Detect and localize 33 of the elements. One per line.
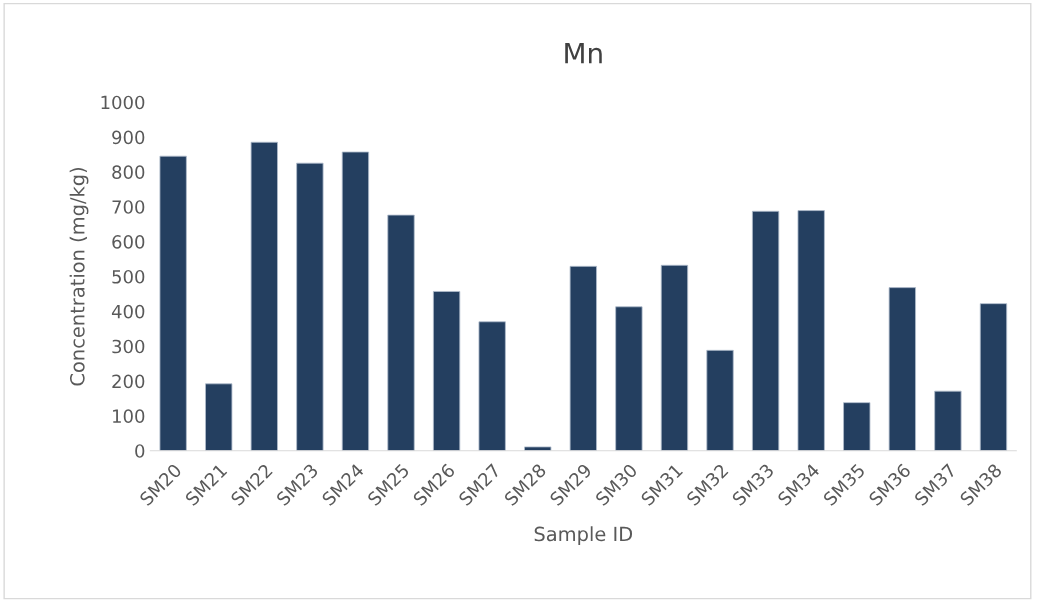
y-tick-label: 200 <box>112 374 145 389</box>
bar <box>660 264 689 451</box>
y-tick-label: 800 <box>112 165 145 179</box>
bar <box>478 321 506 451</box>
chart-title: Mn <box>565 43 602 64</box>
bar <box>341 151 370 451</box>
y-tick-label: 1000 <box>101 95 145 110</box>
y-tick-label: 300 <box>112 339 145 354</box>
bar <box>843 402 871 451</box>
bar <box>934 390 962 451</box>
bar <box>706 349 734 451</box>
bar <box>751 210 780 451</box>
bar <box>159 155 187 451</box>
bar <box>432 291 461 451</box>
y-tick-label: 700 <box>112 200 145 214</box>
y-tick-label: 500 <box>112 269 145 284</box>
x-axis-title: Sample ID <box>534 526 633 546</box>
y-tick-label: 600 <box>112 235 145 249</box>
bar <box>296 162 324 451</box>
bar <box>250 141 278 451</box>
y-tick-label: 0 <box>135 444 145 458</box>
y-tick-label: 900 <box>112 130 145 145</box>
y-axis-title: Concentration (mg/kg) <box>69 167 89 386</box>
bar <box>615 306 643 451</box>
bar <box>387 214 415 451</box>
bar <box>797 210 825 451</box>
y-tick-label: 100 <box>113 409 145 424</box>
y-tick-label: 400 <box>111 304 145 319</box>
bar <box>888 287 916 451</box>
bar <box>205 383 233 451</box>
bar <box>569 265 597 451</box>
bar <box>979 303 1008 451</box>
bar <box>524 446 552 451</box>
